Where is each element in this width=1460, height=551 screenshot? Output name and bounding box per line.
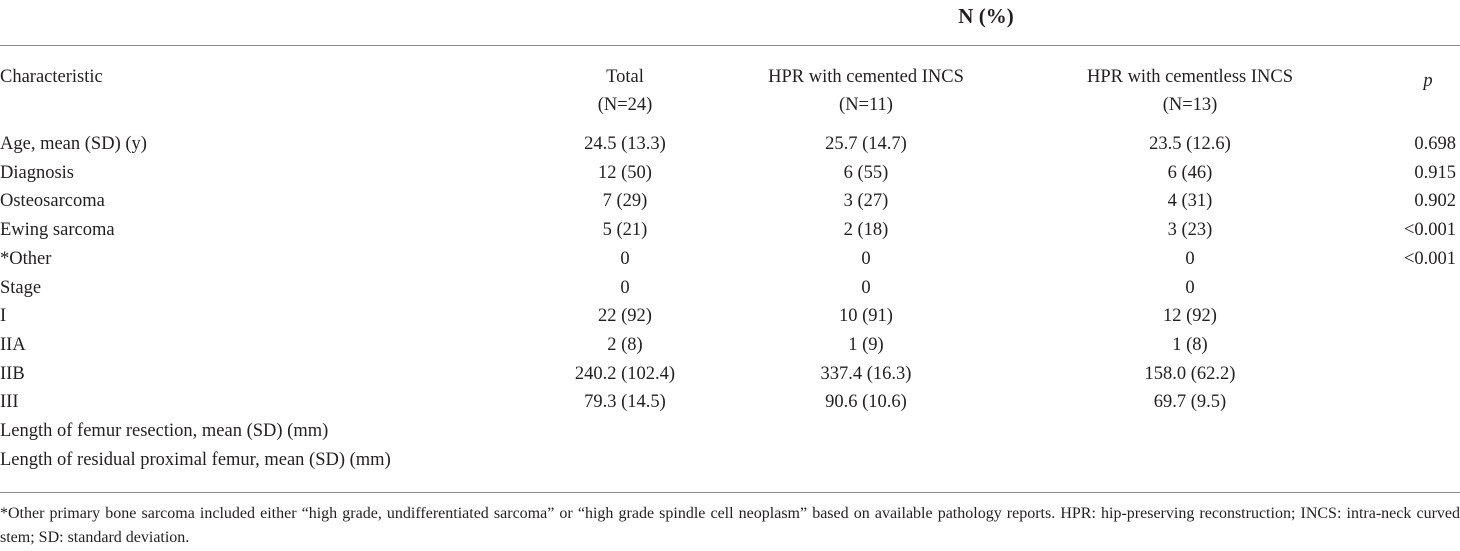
row-p-value: <0.001 bbox=[1403, 220, 1456, 241]
row-characteristic: Age, mean (SD) (y) bbox=[0, 134, 147, 154]
header-cementless: HPR with cementless INCS bbox=[1086, 67, 1294, 87]
row-cemented: 0 bbox=[861, 277, 871, 298]
table-footnote: *Other primary bone sarcoma included eit… bbox=[0, 505, 1460, 546]
header-p-value: p bbox=[1423, 71, 1433, 91]
row-characteristic: Ewing sarcoma bbox=[0, 220, 115, 241]
table-bottom-rule bbox=[0, 492, 1460, 493]
table-group-header: N (%) bbox=[0, 0, 1460, 36]
header-cemented: HPR with cemented INCS bbox=[768, 67, 964, 87]
row-cementless: 3 (23) bbox=[1167, 220, 1213, 241]
row-characteristic: III bbox=[0, 392, 19, 413]
row-cementless: 1 (8) bbox=[1172, 334, 1208, 355]
row-characteristic: IIA bbox=[0, 334, 26, 355]
row-characteristic: *Other bbox=[0, 248, 52, 269]
row-cemented: 10 (91) bbox=[839, 306, 893, 327]
row-cementless: 0 bbox=[1185, 248, 1195, 269]
row-p-value: 0.698 bbox=[1414, 134, 1456, 154]
row-p-value: 0.902 bbox=[1414, 191, 1456, 212]
row-cemented: 337.4 (16.3) bbox=[820, 363, 912, 384]
row-characteristic: IIB bbox=[0, 363, 25, 384]
group-header-label: N (%) bbox=[958, 4, 1014, 28]
row-cemented: 2 (18) bbox=[843, 220, 889, 241]
header-cemented-n: (N=11) bbox=[839, 95, 893, 115]
row-cementless: 69.7 (9.5) bbox=[1153, 392, 1227, 413]
row-cemented: 1 (9) bbox=[848, 334, 884, 355]
row-total: 12 (50) bbox=[598, 162, 652, 183]
header-characteristic: Characteristic bbox=[0, 67, 103, 87]
table-top-rule bbox=[0, 45, 1460, 46]
header-total: Total bbox=[606, 67, 644, 87]
row-cementless: 0 bbox=[1185, 277, 1195, 298]
row-total: 7 (29) bbox=[602, 191, 648, 212]
row-characteristic: Length of residual proximal femur, mean … bbox=[0, 449, 391, 470]
row-cemented: 25.7 (14.7) bbox=[825, 134, 907, 154]
row-cementless: 4 (31) bbox=[1167, 191, 1213, 212]
row-cemented: 0 bbox=[861, 248, 871, 269]
row-characteristic: Osteosarcoma bbox=[0, 191, 105, 212]
row-cementless: 12 (92) bbox=[1163, 306, 1217, 327]
row-total: 2 (8) bbox=[607, 334, 643, 355]
row-cementless: 6 (46) bbox=[1167, 162, 1213, 183]
row-total: 79.3 (14.5) bbox=[584, 392, 666, 413]
row-total: 240.2 (102.4) bbox=[574, 363, 676, 384]
row-characteristic: Length of femur resection, mean (SD) (mm… bbox=[0, 421, 329, 441]
row-p-value: <0.001 bbox=[1403, 248, 1456, 269]
header-total-n: (N=24) bbox=[597, 95, 653, 115]
row-cementless: 23.5 (12.6) bbox=[1149, 134, 1231, 154]
row-cemented: 6 (55) bbox=[843, 162, 889, 183]
row-characteristic: I bbox=[0, 306, 7, 327]
row-total: 24.5 (13.3) bbox=[584, 134, 666, 154]
header-cementless-n: (N=13) bbox=[1162, 95, 1218, 115]
row-total: 0 bbox=[620, 248, 630, 269]
row-cemented: 90.6 (10.6) bbox=[825, 392, 907, 413]
row-cementless: 158.0 (62.2) bbox=[1144, 363, 1236, 384]
row-cemented: 3 (27) bbox=[843, 191, 889, 212]
row-total: 5 (21) bbox=[602, 220, 648, 241]
row-characteristic: Stage bbox=[0, 277, 42, 298]
row-total: 22 (92) bbox=[598, 306, 652, 327]
row-characteristic: Diagnosis bbox=[0, 162, 74, 183]
row-p-value: 0.915 bbox=[1414, 162, 1456, 183]
row-total: 0 bbox=[620, 277, 630, 298]
